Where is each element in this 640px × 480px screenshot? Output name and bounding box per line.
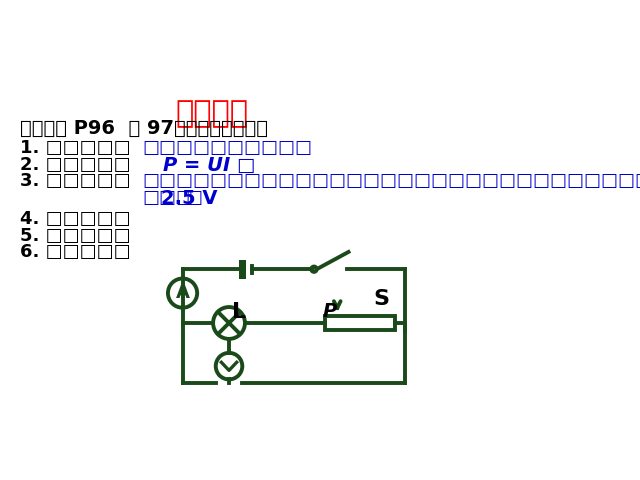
Text: 阅读课本 P96  ～ 97，完成下列问题：: 阅读课本 P96 ～ 97，完成下列问题： [20,119,268,138]
Text: □□□□□□□□□□: □□□□□□□□□□ [143,139,313,157]
Text: 2. □□□□□: 2. □□□□□ [20,156,131,174]
Text: 5. □□□□□: 5. □□□□□ [20,227,131,245]
Text: P: P [323,302,337,321]
Text: A: A [175,284,189,302]
Text: □: □ [186,189,203,207]
Text: 1. □□□□□: 1. □□□□□ [20,139,131,157]
Text: L: L [232,302,246,322]
Text: 自主学习: 自主学习 [176,99,249,128]
Text: 6. □□□□□: 6. □□□□□ [20,243,131,261]
Text: 4. □□□□□: 4. □□□□□ [20,210,131,228]
Text: S: S [374,289,390,309]
Text: 3. □□□□□: 3. □□□□□ [20,172,131,190]
Text: □□□: □□□ [143,189,194,207]
Text: □□□□□□□□□□□□□□□□□□□□□□□□□□□□□□□□: □□□□□□□□□□□□□□□□□□□□□□□□□□□□□□□□ [143,172,640,190]
Text: P = UI □: P = UI □ [163,156,255,175]
Bar [325,316,395,330]
Text: 2.5 V: 2.5 V [161,189,217,208]
